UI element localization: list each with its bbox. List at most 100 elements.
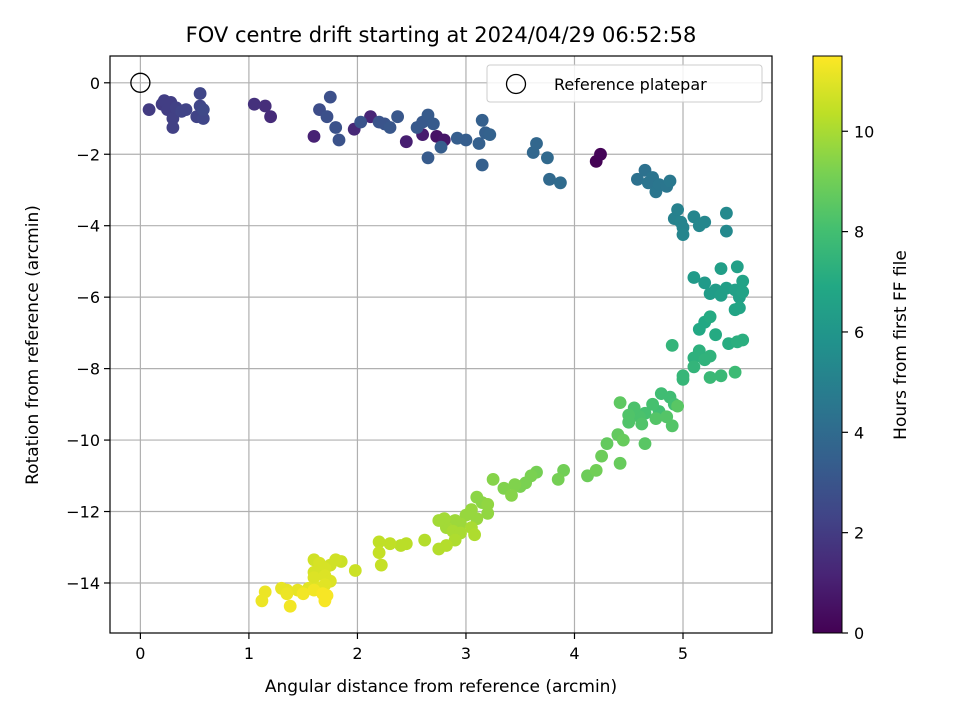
y-tick-label: 0 <box>90 74 100 93</box>
data-point <box>703 310 717 324</box>
x-tick-label: 3 <box>461 644 471 663</box>
data-point <box>307 130 321 143</box>
reference-point <box>130 72 151 93</box>
data-point <box>687 360 701 374</box>
data-point <box>383 121 397 134</box>
x-tick-label: 4 <box>569 644 579 663</box>
data-point <box>459 133 473 147</box>
data-point <box>247 97 261 111</box>
data-point <box>736 274 750 288</box>
data-point <box>472 137 486 150</box>
data-point <box>391 110 404 124</box>
data-point <box>383 537 397 551</box>
data-point <box>508 478 522 492</box>
data-point <box>698 276 712 290</box>
data-point <box>665 419 679 433</box>
plot-frame <box>109 55 773 634</box>
data-point <box>374 558 388 572</box>
data-point <box>530 137 543 150</box>
data-point <box>671 399 684 413</box>
x-tick-label: 2 <box>352 644 362 663</box>
data-point <box>676 228 690 242</box>
data-point <box>622 415 636 429</box>
data-point <box>394 539 408 552</box>
data-point <box>481 498 495 511</box>
y-tick-label: −10 <box>66 431 100 450</box>
data-point <box>730 260 744 274</box>
y-tick-label: −6 <box>76 288 100 307</box>
data-point <box>468 528 481 542</box>
data-point <box>434 140 448 154</box>
data-point <box>505 489 518 502</box>
data-point <box>179 103 193 116</box>
data-point <box>551 473 565 486</box>
data-point <box>432 514 446 527</box>
data-point <box>481 506 495 520</box>
data-point <box>733 301 746 315</box>
y-axis-ticks: 0 −2 −4 −6 −8 −10 −12 −14 <box>66 74 110 593</box>
colorbar-tick-label: 6 <box>854 323 864 342</box>
colorbar-tick-label: 10 <box>854 122 874 141</box>
y-axis-label: Rotation from reference (arcmin) <box>23 205 43 485</box>
data-point <box>348 564 362 577</box>
y-tick-label: −4 <box>76 217 100 236</box>
data-point <box>638 437 652 450</box>
x-tick-label: 1 <box>244 644 254 663</box>
data-points <box>142 87 750 613</box>
data-point <box>616 433 630 447</box>
data-point <box>280 587 294 601</box>
data-point <box>631 172 644 186</box>
colorbar-tick-label: 8 <box>854 223 864 242</box>
data-point <box>372 535 386 549</box>
data-point <box>332 133 346 147</box>
data-point <box>703 371 717 384</box>
y-tick-label: −2 <box>76 145 100 164</box>
data-point <box>714 262 728 275</box>
data-point <box>730 335 744 349</box>
data-point <box>475 113 489 127</box>
data-point <box>635 417 649 431</box>
data-point <box>483 128 497 142</box>
data-point <box>264 110 277 124</box>
data-point <box>166 121 180 134</box>
data-point <box>320 589 334 602</box>
legend-box <box>486 64 763 103</box>
data-point <box>283 599 297 613</box>
colorbar-tick-label: 2 <box>854 524 864 543</box>
data-point <box>166 112 180 125</box>
data-point <box>486 473 500 486</box>
data-point <box>613 396 627 409</box>
data-point <box>720 224 733 238</box>
legend-marker <box>505 73 527 95</box>
data-point <box>541 151 554 165</box>
data-point <box>687 271 701 284</box>
x-axis-label: Angular distance from reference (arcmin) <box>265 677 617 697</box>
x-axis-ticks: 0 1 2 3 4 5 <box>135 633 688 663</box>
data-point <box>736 285 750 299</box>
data-point <box>728 365 742 379</box>
y-tick-label: −14 <box>66 574 100 593</box>
data-point <box>720 206 733 220</box>
data-point <box>296 587 310 601</box>
data-point <box>594 147 607 161</box>
data-point <box>354 115 368 129</box>
data-point <box>698 215 712 229</box>
legend-entry: Reference platepar <box>554 75 707 94</box>
data-point <box>698 353 712 367</box>
data-point <box>255 594 269 608</box>
data-point <box>613 456 627 470</box>
data-point <box>320 110 334 124</box>
chart-title: FOV centre drift starting at 2024/04/29 … <box>186 23 697 47</box>
colorbar-tick-label: 0 <box>854 624 864 643</box>
data-point <box>258 99 272 113</box>
data-point <box>193 87 207 100</box>
grid-lines <box>110 56 772 633</box>
data-point <box>663 174 677 188</box>
data-point <box>196 103 210 116</box>
data-point <box>427 117 440 131</box>
data-point <box>595 449 608 463</box>
data-point <box>600 437 614 450</box>
data-point <box>307 571 321 584</box>
colorbar-ticks: 0 2 4 6 8 10 <box>842 122 874 643</box>
data-point <box>421 151 435 165</box>
